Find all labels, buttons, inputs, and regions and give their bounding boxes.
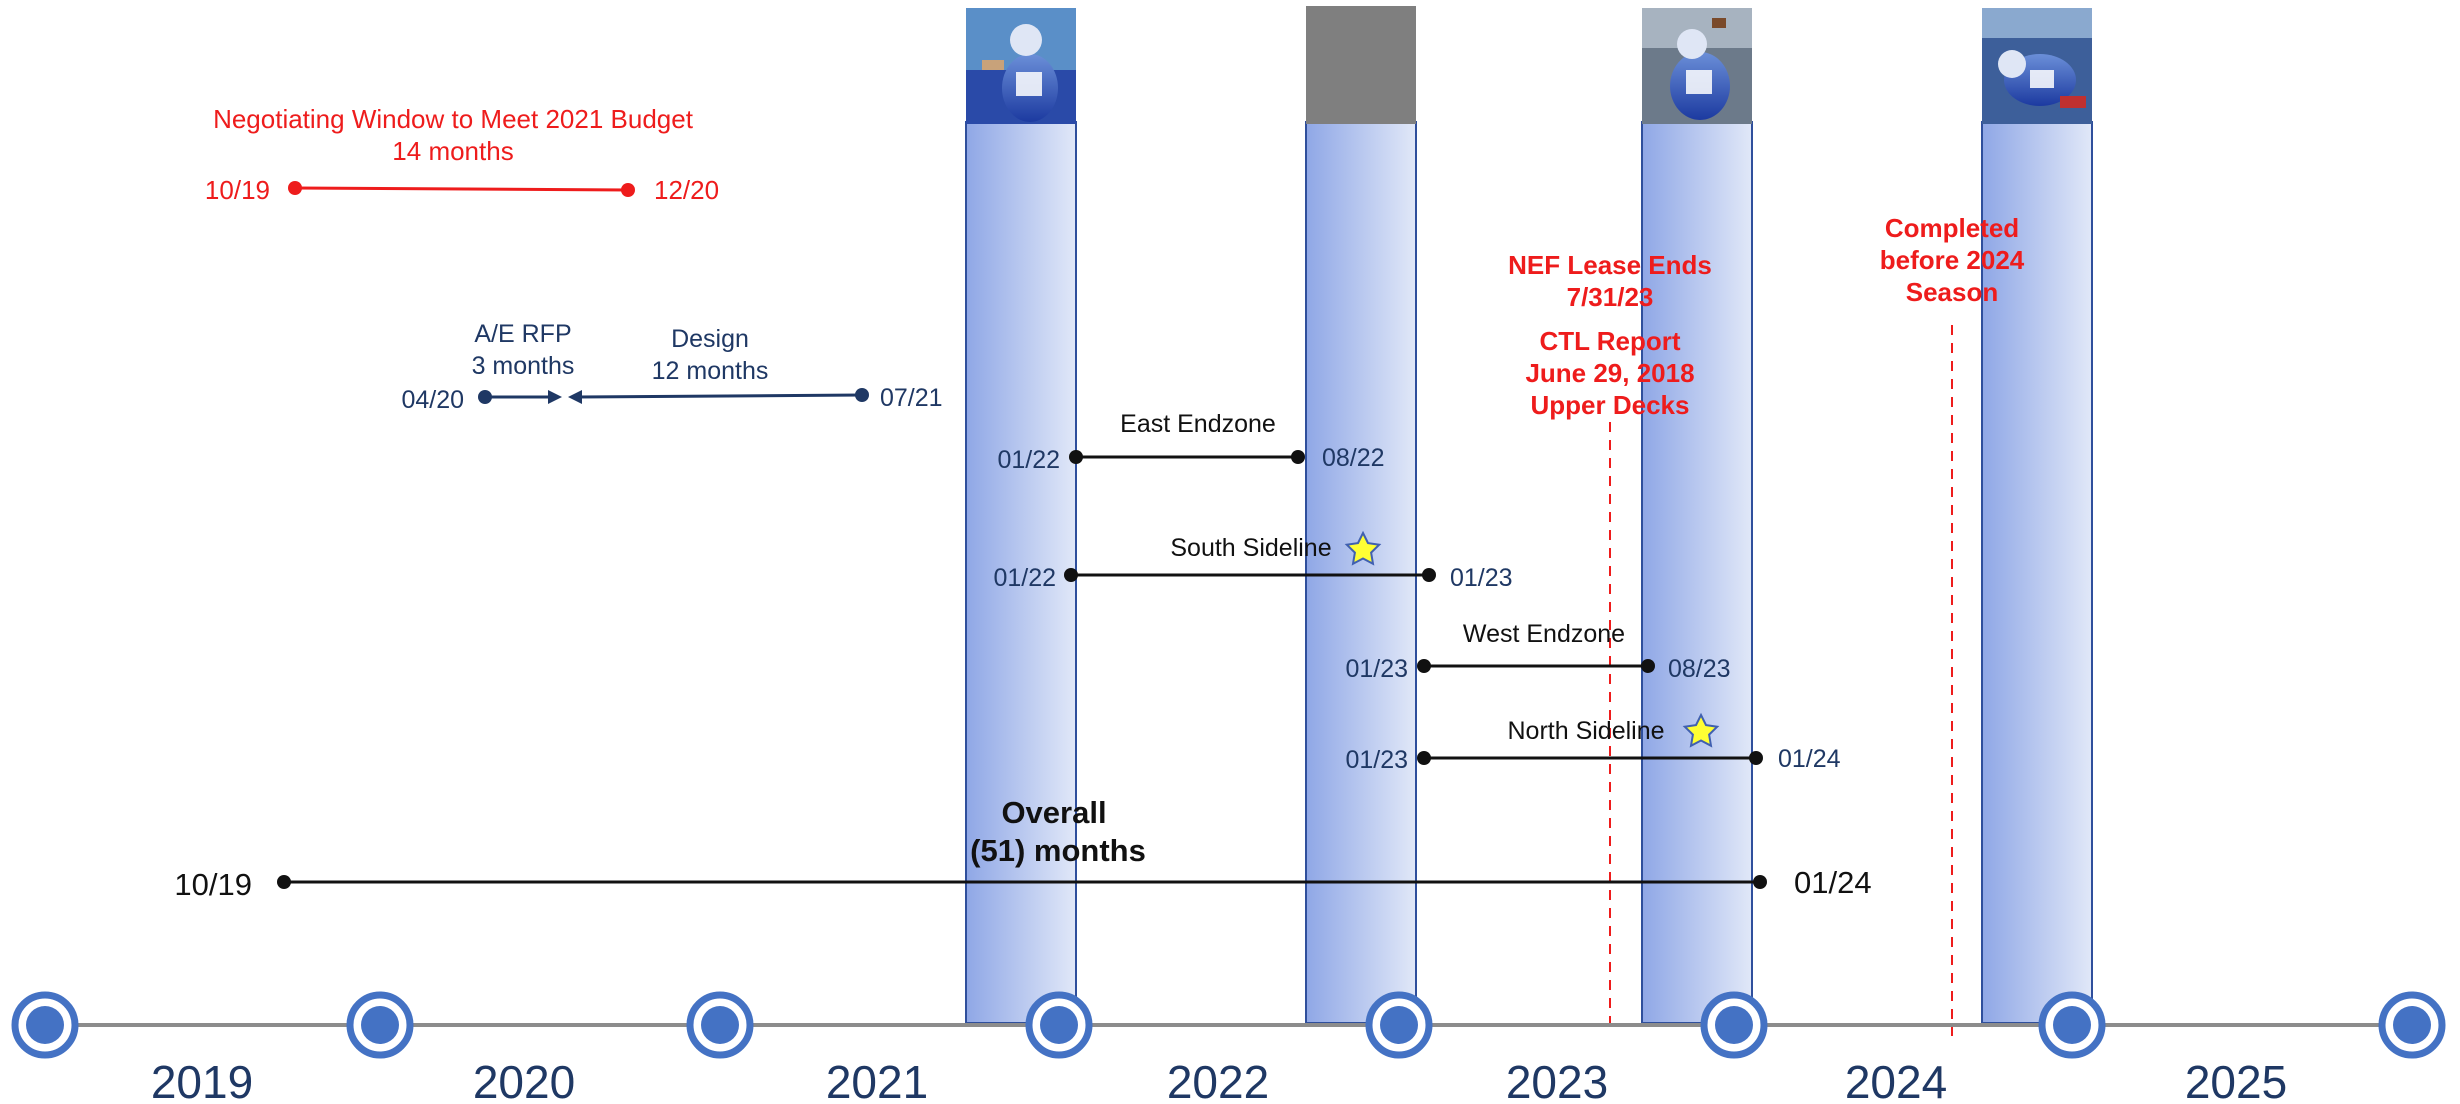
negotiating-window: Negotiating Window to Meet 2021 Budget 1… bbox=[205, 104, 719, 205]
negotiating-start-dot bbox=[288, 181, 302, 195]
design-end-dot bbox=[855, 388, 869, 402]
axis-marker-icon bbox=[1700, 991, 1768, 1059]
year-label-2020: 2020 bbox=[473, 1056, 575, 1104]
phase-start-date: 01/22 bbox=[997, 446, 1060, 474]
axis-marker-icon bbox=[1365, 991, 1433, 1059]
negotiating-end-date: 12/20 bbox=[654, 175, 719, 205]
player-photo-icon bbox=[1642, 8, 1752, 124]
design-label: Design bbox=[671, 325, 749, 353]
ctl-report-subject: Upper Decks bbox=[1531, 390, 1690, 420]
overall-duration: Overall (51) months 10/19 01/24 bbox=[174, 795, 1871, 902]
year-label-2021: 2021 bbox=[826, 1056, 928, 1104]
overall-end-dot bbox=[1753, 875, 1767, 889]
overall-label: Overall bbox=[1001, 795, 1106, 830]
phase-name: West Endzone bbox=[1463, 620, 1625, 648]
negotiating-end-dot bbox=[621, 183, 635, 197]
phase-start-date: 01/23 bbox=[1345, 746, 1408, 774]
star-icon bbox=[1344, 530, 1382, 566]
ae-rfp-duration: 3 months bbox=[472, 352, 575, 380]
axis-marker-icon bbox=[2038, 991, 2106, 1059]
year-labels: 2019 2020 2021 2022 2023 2024 2025 bbox=[151, 1056, 2287, 1104]
ae-rfp-design: A/E RFP 3 months Design 12 months 04/20 … bbox=[401, 320, 942, 414]
phase-start-dot bbox=[1417, 751, 1431, 765]
phase-name: East Endzone bbox=[1120, 410, 1276, 438]
phase-north-sideline: North Sideline 01/23 01/24 bbox=[1345, 712, 1841, 774]
phase-start-dot bbox=[1064, 568, 1078, 582]
axis-marker-icon bbox=[686, 991, 754, 1059]
overall-start-dot bbox=[277, 875, 291, 889]
phase-name: South Sideline bbox=[1170, 534, 1331, 562]
design-arrow-icon bbox=[568, 390, 582, 404]
ae-rfp-label: A/E RFP bbox=[474, 320, 571, 348]
axis-marker-icon bbox=[11, 991, 79, 1059]
design-end-date: 07/21 bbox=[880, 384, 943, 412]
phase-start-dot bbox=[1417, 659, 1431, 673]
overall-months: (51) months bbox=[970, 833, 1146, 868]
ctl-report-title: CTL Report bbox=[1539, 326, 1680, 356]
season-column-2 bbox=[1305, 6, 1417, 1024]
ae-rfp-arrow-icon bbox=[548, 390, 562, 404]
axis-marker-icon bbox=[346, 991, 414, 1059]
overall-start-date: 10/19 bbox=[174, 867, 252, 902]
season-column-3 bbox=[1641, 8, 1753, 1024]
player-photo-icon bbox=[966, 8, 1076, 124]
negotiating-window-title: Negotiating Window to Meet 2021 Budget bbox=[213, 104, 694, 134]
year-label-2024: 2024 bbox=[1845, 1056, 1947, 1104]
completed-before-label: before 2024 bbox=[1880, 245, 2025, 275]
phase-end-date: 08/23 bbox=[1668, 655, 1731, 683]
phase-name: North Sideline bbox=[1507, 717, 1664, 745]
nef-lease-ends: NEF Lease Ends bbox=[1508, 250, 1712, 280]
phase-west-endzone: West Endzone 01/23 08/23 bbox=[1345, 620, 1730, 683]
phase-end-dot bbox=[1641, 659, 1655, 673]
ctl-report-date: June 29, 2018 bbox=[1525, 358, 1694, 388]
design-duration: 12 months bbox=[652, 357, 769, 385]
completed-label: Completed bbox=[1885, 213, 2019, 243]
gray-placeholder bbox=[1306, 6, 1416, 124]
year-label-2022: 2022 bbox=[1167, 1056, 1269, 1104]
phase-start-date: 01/22 bbox=[993, 564, 1056, 592]
phase-end-date: 08/22 bbox=[1322, 444, 1385, 472]
phase-south-sideline: South Sideline 01/22 01/23 bbox=[993, 530, 1513, 592]
axis-markers bbox=[11, 991, 2446, 1059]
negotiating-window-duration: 14 months bbox=[392, 136, 513, 166]
phase-end-dot bbox=[1291, 450, 1305, 464]
axis-marker-icon bbox=[1025, 991, 1093, 1059]
axis-marker-icon bbox=[2378, 991, 2446, 1059]
phase-end-dot bbox=[1749, 751, 1763, 765]
nef-lease-date: 7/31/23 bbox=[1567, 282, 1654, 312]
phase-end-date: 01/24 bbox=[1778, 745, 1841, 773]
year-label-2023: 2023 bbox=[1506, 1056, 1608, 1104]
year-label-2019: 2019 bbox=[151, 1056, 253, 1104]
phase-end-dot bbox=[1422, 568, 1436, 582]
phase-end-date: 01/23 bbox=[1450, 564, 1513, 592]
season-column-1 bbox=[965, 8, 1077, 1024]
annotations: NEF Lease Ends 7/31/23 CTL Report June 2… bbox=[1508, 213, 2025, 420]
season-column-4 bbox=[1981, 8, 2093, 1024]
year-label-2025: 2025 bbox=[2185, 1056, 2287, 1104]
phase-start-dot bbox=[1069, 450, 1083, 464]
phase-east-endzone: East Endzone 01/22 08/22 bbox=[997, 410, 1384, 474]
player-photo-icon bbox=[1982, 8, 2092, 124]
negotiating-start-date: 10/19 bbox=[205, 175, 270, 205]
completed-season-label: Season bbox=[1906, 277, 1999, 307]
ae-rfp-start-date: 04/20 bbox=[401, 386, 464, 414]
phase-start-date: 01/23 bbox=[1345, 655, 1408, 683]
star-icon bbox=[1682, 712, 1720, 748]
overall-end-date: 01/24 bbox=[1794, 865, 1872, 900]
